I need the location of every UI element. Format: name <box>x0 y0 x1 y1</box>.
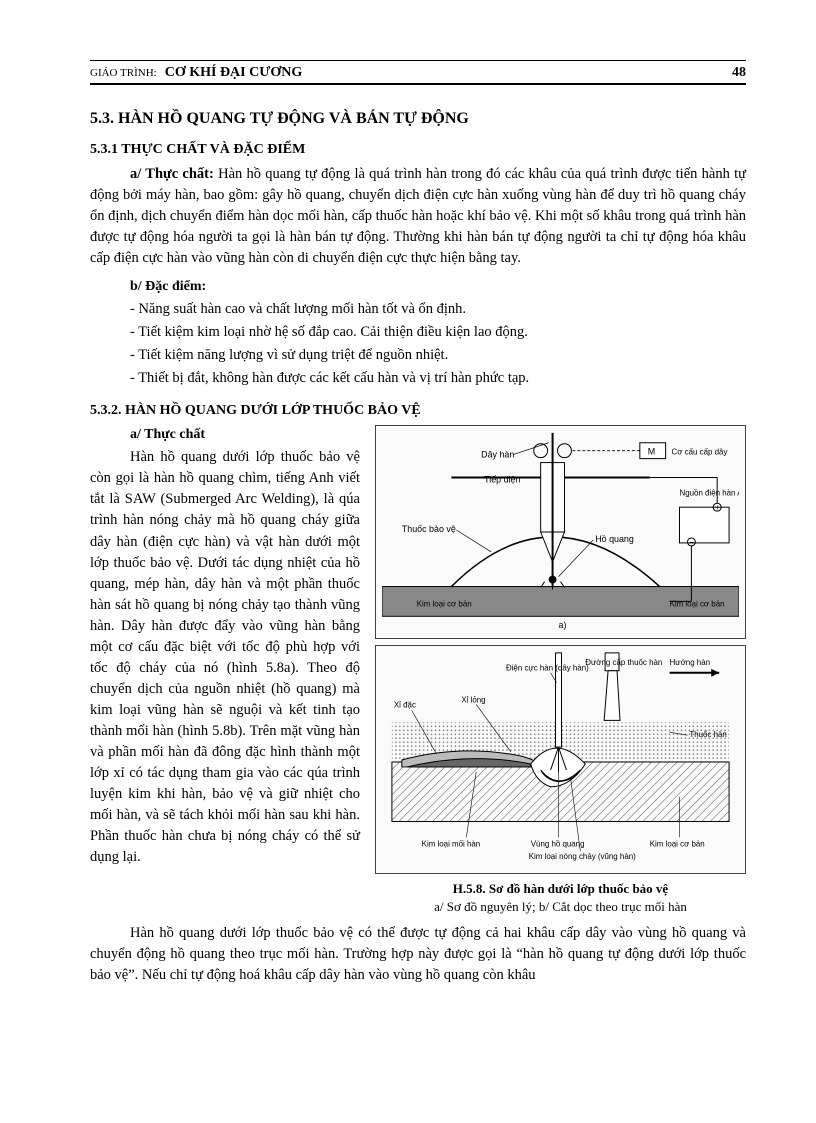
sub-a: a/ Thực chất <box>130 425 360 445</box>
svg-text:Điện cực hàn (dây hàn): Điện cực hàn (dây hàn) <box>506 664 589 673</box>
bullet-4: - Thiết bị đắt, không hàn được các kết c… <box>130 368 746 389</box>
svg-text:Hồ quang: Hồ quang <box>595 534 634 544</box>
heading-5-3-1: 5.3.1 THỰC CHẤT VÀ ĐẶC ĐIỂM <box>90 142 746 158</box>
svg-text:Hướng hàn: Hướng hàn <box>670 658 710 667</box>
lead-a: a/ Thực chất: <box>130 166 214 182</box>
svg-text:M: M <box>648 447 655 457</box>
heading-5-3: 5.3. HÀN HỒ QUANG TỰ ĐỘNG VÀ BÁN TỰ ĐỘNG <box>90 110 746 128</box>
figure-column: Kim loại cơ bản Kim loại cơ bản a) <box>375 425 746 915</box>
svg-text:a): a) <box>559 620 567 630</box>
svg-text:Đường cấp thuốc hàn: Đường cấp thuốc hàn <box>585 658 662 667</box>
svg-text:+: + <box>715 503 720 512</box>
svg-text:Nguồn điện hàn AC/DC: Nguồn điện hàn AC/DC <box>680 488 740 497</box>
svg-text:Kim loại cơ bản: Kim loại cơ bản <box>670 600 725 609</box>
diagram-a-svg: Kim loại cơ bản Kim loại cơ bản a) <box>382 432 739 632</box>
bullet-2: - Tiết kiệm kim loại nhờ hệ số đắp cao. … <box>130 322 746 343</box>
diagram-b-svg: Xỉ đặc Xỉ lỏng Điện cực hàn (dây hàn) Đư… <box>382 652 739 867</box>
bullet-3: - Tiết kiệm năng lượng vì sử dụng triệt … <box>130 345 746 366</box>
svg-text:Xỉ đặc: Xỉ đặc <box>394 701 416 710</box>
svg-text:Xỉ lỏng: Xỉ lỏng <box>461 696 485 705</box>
figure-5-8-b: Xỉ đặc Xỉ lỏng Điện cực hàn (dây hàn) Đư… <box>375 645 746 874</box>
left-column: a/ Thực chất Hàn hồ quang dưới lớp thuốc… <box>90 425 360 868</box>
lead-b: b/ Đặc điểm: <box>130 279 746 295</box>
page-header: GIÁO TRÌNH: CƠ KHÍ ĐẠI CƯƠNG 48 <box>90 60 746 85</box>
svg-text:Kim loại cơ bản: Kim loại cơ bản <box>417 600 472 609</box>
caption-sub: a/ Sơ đồ nguyên lý; b/ Cắt dọc theo trục… <box>434 899 687 914</box>
paragraph-bottom: Hàn hồ quang dưới lớp thuốc bảo vệ có th… <box>90 923 746 986</box>
svg-text:Tiếp điện: Tiếp điện <box>484 475 520 485</box>
left-paragraph: Hàn hồ quang dưới lớp thuốc bảo vệ còn g… <box>90 447 360 867</box>
svg-text:Kim loại nóng chảy (vũng hàn): Kim loại nóng chảy (vũng hàn) <box>529 852 636 861</box>
svg-text:Vùng hồ quang: Vùng hồ quang <box>531 839 585 848</box>
header-left: GIÁO TRÌNH: CƠ KHÍ ĐẠI CƯƠNG <box>90 63 302 81</box>
figure-5-8-a: Kim loại cơ bản Kim loại cơ bản a) <box>375 425 746 639</box>
heading-5-3-2: 5.3.2. HÀN HỒ QUANG DƯỚI LỚP THUỐC BẢO V… <box>90 403 746 419</box>
figure-caption: H.5.8. Sơ đồ hàn dưới lớp thuốc bảo vệ a… <box>375 880 746 915</box>
svg-text:Dây hàn: Dây hàn <box>481 450 514 460</box>
course-label: GIÁO TRÌNH: <box>90 67 157 79</box>
caption-title: H.5.8. Sơ đồ hàn dưới lớp thuốc bảo vệ <box>453 881 668 896</box>
svg-text:Kim loại cơ bản: Kim loại cơ bản <box>650 839 705 848</box>
bullet-1: - Năng suất hàn cao và chất lượng mối hà… <box>130 299 746 320</box>
svg-text:Cơ cấu cấp dây: Cơ cấu cấp dây <box>672 448 728 457</box>
svg-text:−: − <box>689 538 694 547</box>
svg-text:Thuốc hàn: Thuốc hàn <box>689 730 726 739</box>
page-number: 48 <box>732 65 746 81</box>
paragraph-thucchat: a/ Thực chất: Hàn hồ quang tự động là qu… <box>90 164 746 269</box>
svg-text:Kim loại mối hàn: Kim loại mối hàn <box>422 839 481 848</box>
svg-text:Thuốc bảo vệ: Thuốc bảo vệ <box>402 524 456 534</box>
course-title: CƠ KHÍ ĐẠI CƯƠNG <box>165 65 303 80</box>
